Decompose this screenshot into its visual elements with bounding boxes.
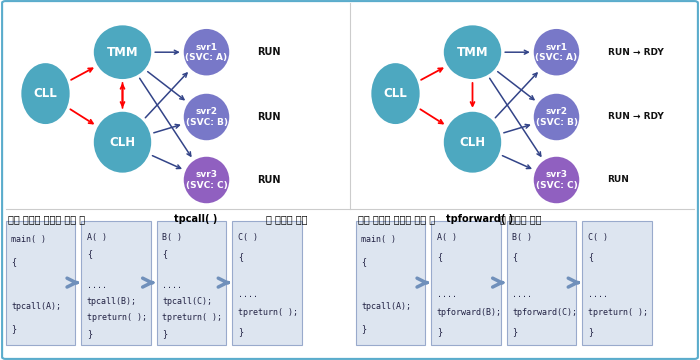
Text: {: { <box>238 252 243 261</box>
Text: svr3
(SVC: C): svr3 (SVC: C) <box>186 170 228 190</box>
Text: TMM: TMM <box>456 46 489 59</box>
Text: }: } <box>437 327 442 336</box>
Text: ....: .... <box>437 290 457 299</box>
Text: tpforward( ): tpforward( ) <box>445 214 513 224</box>
Text: ....: .... <box>512 290 533 299</box>
Text: RUN: RUN <box>258 175 281 185</box>
FancyBboxPatch shape <box>431 221 500 345</box>
Text: main( ): main( ) <box>11 235 46 244</box>
Text: 을 사용한 경우: 을 사용한 경우 <box>266 214 307 224</box>
FancyBboxPatch shape <box>507 221 576 345</box>
Text: }: } <box>87 329 92 338</box>
Text: RUN: RUN <box>608 175 629 184</box>
Text: B( ): B( ) <box>512 234 533 243</box>
Text: A( ): A( ) <box>437 234 457 243</box>
Text: }: } <box>361 324 366 333</box>
FancyBboxPatch shape <box>356 221 425 345</box>
FancyBboxPatch shape <box>232 221 302 345</box>
Text: RUN → RDY: RUN → RDY <box>608 112 664 121</box>
Text: tpreturn( );: tpreturn( ); <box>238 309 298 318</box>
Text: {: { <box>162 249 167 258</box>
Text: A( ): A( ) <box>87 233 107 242</box>
Ellipse shape <box>183 28 230 77</box>
FancyBboxPatch shape <box>157 221 226 345</box>
Text: svr3
(SVC: C): svr3 (SVC: C) <box>536 170 578 190</box>
Text: C( ): C( ) <box>238 234 258 243</box>
FancyBboxPatch shape <box>81 221 150 345</box>
Ellipse shape <box>533 93 580 141</box>
Text: {: { <box>437 252 442 261</box>
Text: ....: .... <box>238 290 258 299</box>
Text: 여러 단계의 서비스 호출 시: 여러 단계의 서비스 호출 시 <box>358 214 439 224</box>
Text: {: { <box>11 257 16 266</box>
Text: {: { <box>588 252 593 261</box>
Text: tpreturn( );: tpreturn( ); <box>87 313 147 322</box>
Text: {: { <box>361 257 366 266</box>
Text: svr2
(SVC: B): svr2 (SVC: B) <box>536 107 578 127</box>
Ellipse shape <box>443 24 503 80</box>
Text: }: } <box>11 324 16 333</box>
Ellipse shape <box>183 93 230 141</box>
Text: main( ): main( ) <box>361 235 396 244</box>
Ellipse shape <box>533 156 580 204</box>
Text: svr1
(SVC: A): svr1 (SVC: A) <box>186 42 228 62</box>
Text: B( ): B( ) <box>162 233 183 242</box>
Text: tpforward(C);: tpforward(C); <box>512 309 578 318</box>
Ellipse shape <box>92 24 153 80</box>
Ellipse shape <box>370 62 421 125</box>
FancyBboxPatch shape <box>582 221 652 345</box>
Text: C( ): C( ) <box>588 234 608 243</box>
Ellipse shape <box>183 156 230 204</box>
Text: TMM: TMM <box>106 46 139 59</box>
Text: tpcall(A);: tpcall(A); <box>361 302 411 311</box>
Text: tpcall(A);: tpcall(A); <box>11 302 61 311</box>
Text: 를 사용한 경우: 를 사용한 경우 <box>500 214 542 224</box>
Text: CLL: CLL <box>384 87 407 100</box>
Text: tpforward(B);: tpforward(B); <box>437 309 502 318</box>
Text: 여러 단계의 서비스 호출 시: 여러 단계의 서비스 호출 시 <box>8 214 89 224</box>
Text: }: } <box>588 327 593 336</box>
Text: CLH: CLH <box>459 136 486 149</box>
Ellipse shape <box>92 111 153 174</box>
Text: svr2
(SVC: B): svr2 (SVC: B) <box>186 107 228 127</box>
Ellipse shape <box>20 62 71 125</box>
Text: {: { <box>512 252 517 261</box>
Text: tpcall(C);: tpcall(C); <box>162 297 212 306</box>
Text: RUN: RUN <box>258 47 281 57</box>
FancyBboxPatch shape <box>6 221 75 345</box>
Text: CLL: CLL <box>34 87 57 100</box>
Text: ....: .... <box>87 281 107 290</box>
Text: ....: .... <box>588 290 608 299</box>
Ellipse shape <box>443 111 503 174</box>
Text: {: { <box>87 249 92 258</box>
Text: ....: .... <box>162 281 183 290</box>
Text: RUN: RUN <box>258 112 281 122</box>
Text: }: } <box>162 329 167 338</box>
Text: }: } <box>512 327 517 336</box>
Text: tpcall(B);: tpcall(B); <box>87 297 136 306</box>
Ellipse shape <box>533 28 580 77</box>
Text: CLH: CLH <box>109 136 136 149</box>
Text: tpcall( ): tpcall( ) <box>174 214 218 224</box>
Text: RUN → RDY: RUN → RDY <box>608 48 664 57</box>
Text: }: } <box>238 327 243 336</box>
Text: svr1
(SVC: A): svr1 (SVC: A) <box>536 42 578 62</box>
Text: tpreturn( );: tpreturn( ); <box>162 313 223 322</box>
Text: tpreturn( );: tpreturn( ); <box>588 309 648 318</box>
